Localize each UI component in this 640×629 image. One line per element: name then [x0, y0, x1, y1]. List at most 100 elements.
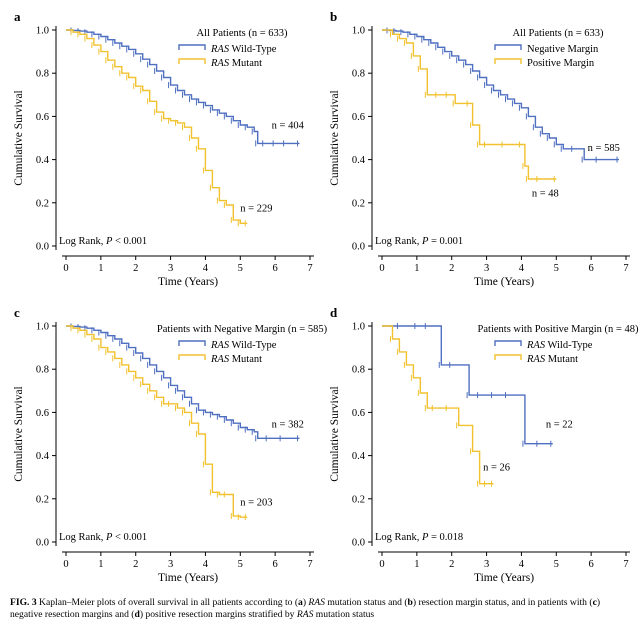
x-tick-label: 0 [63, 263, 68, 274]
y-tick-label: 0.4 [352, 155, 366, 166]
km-figure: 0.0 0.2 0.4 0.6 0.8 1.0 0 1 2 3 4 5 6 7 Time (Years) Cu… [13, 9, 639, 584]
y-tick-label: 0.0 [352, 242, 365, 253]
x-tick-label: 4 [203, 263, 209, 274]
y-tick-label: 1.0 [352, 322, 365, 333]
legend-swatch [178, 44, 206, 50]
survival-curve-mutant [382, 325, 494, 485]
x-tick-label: 6 [273, 559, 278, 570]
x-axis-label: Time (Years) [474, 572, 534, 584]
x-tick-label: 2 [133, 559, 138, 570]
survival-curve-wild-type [66, 29, 300, 145]
legend-label-italic: RAS [210, 58, 230, 69]
legend-swatch [178, 340, 206, 346]
chart-panel-d: 0.0 0.2 0.4 0.6 0.8 1.0 0 1 2 3 4 5 6 7 Time (Years) Cu… [329, 305, 639, 584]
x-tick-label: 4 [519, 263, 525, 274]
y-tick-label: 0.0 [352, 538, 365, 549]
legend-label-italic: RAS [210, 340, 230, 351]
panel-letter: b [330, 9, 337, 24]
log-rank-text: Log Rank, P < 0.001 [59, 532, 147, 543]
legend-label-text: Wild-Type [229, 340, 277, 351]
caption-text: Kaplan–Meier plots of overall survival i… [10, 597, 600, 620]
y-tick-label: 0.6 [352, 408, 365, 419]
x-tick-label: 4 [203, 559, 209, 570]
chart-panel-a: 0.0 0.2 0.4 0.6 0.8 1.0 0 1 2 3 4 5 6 7 Time (Years) Cu… [13, 9, 314, 288]
y-tick-label: 0.2 [352, 198, 365, 209]
y-tick-label: 0.6 [352, 112, 365, 123]
y-tick-label: 0.4 [36, 155, 50, 166]
y-tick-label: 0.0 [36, 538, 49, 549]
legend-title: Patients with Positive Margin (n = 48) [478, 324, 639, 335]
log-rank-part: P [105, 236, 113, 247]
x-tick-label: 0 [379, 263, 384, 274]
legend-swatch [178, 354, 206, 360]
legend-label-text: Mutant [229, 354, 262, 365]
survival-curve-mutant [66, 29, 248, 224]
x-tick-label: 1 [98, 559, 103, 570]
x-tick-label: 2 [449, 559, 454, 570]
y-tick-label: 0.4 [352, 451, 366, 462]
x-axis-label: Time (Years) [474, 276, 534, 288]
legend-swatch [494, 58, 522, 64]
log-rank-part: P [105, 532, 113, 543]
log-rank-part: < 0.001 [112, 236, 147, 247]
legend-label-text: Wild-Type [229, 44, 277, 55]
legend-title: All Patients (n = 633) [196, 28, 288, 39]
y-tick-label: 0.6 [36, 408, 49, 419]
figure-caption: FIG. 3 Kaplan–Meier plots of overall sur… [10, 597, 634, 622]
x-tick-label: 1 [414, 263, 419, 274]
panel-letter: c [14, 305, 20, 320]
panel-letter: d [330, 305, 338, 320]
n-at-risk-label: n = 203 [240, 497, 272, 508]
legend-label-italic: RAS [210, 44, 230, 55]
x-tick-label: 7 [307, 559, 312, 570]
legend-label-italic: RAS [526, 340, 546, 351]
log-rank-part: P [421, 532, 429, 543]
legend-label: RAS Mutant [210, 58, 262, 69]
x-tick-label: 1 [98, 263, 103, 274]
y-axis-label: Cumulative Survival [13, 90, 25, 186]
x-tick-label: 3 [168, 263, 173, 274]
y-tick-label: 0.2 [36, 494, 49, 505]
legend-label: RAS Mutant [210, 354, 262, 365]
caption-part: a [298, 597, 303, 608]
legend-label: RAS Wild-Type [210, 340, 277, 351]
legend-swatch [178, 58, 206, 64]
y-tick-label: 0.0 [36, 242, 49, 253]
log-rank-part: < 0.001 [112, 532, 147, 543]
y-tick-label: 0.2 [352, 494, 365, 505]
x-tick-label: 6 [589, 559, 594, 570]
n-at-risk-label: n = 229 [240, 203, 272, 214]
y-tick-label: 1.0 [36, 26, 49, 37]
x-tick-label: 2 [449, 263, 454, 274]
y-tick-label: 0.2 [36, 198, 49, 209]
survival-curve-mutant [382, 29, 557, 180]
caption-part: RAS [308, 597, 325, 608]
y-tick-label: 0.8 [36, 69, 49, 80]
x-tick-label: 2 [133, 263, 138, 274]
x-tick-label: 5 [238, 263, 243, 274]
caption-part: mutation status [313, 609, 375, 621]
legend-label-text: Negative Margin [527, 44, 599, 55]
log-rank-part: = 0.018 [428, 532, 463, 543]
caption-part: b [407, 597, 413, 608]
y-tick-label: 0.8 [36, 365, 49, 376]
x-tick-label: 3 [484, 559, 489, 570]
legend-label: RAS Wild-Type [526, 340, 593, 351]
x-tick-label: 7 [623, 263, 628, 274]
log-rank-part: Log Rank, [59, 532, 106, 543]
caption-part: Kaplan–Meier plots of overall survival i… [36, 597, 299, 608]
x-tick-label: 6 [273, 263, 278, 274]
x-axis-label: Time (Years) [158, 276, 218, 288]
n-at-risk-label: n = 585 [588, 143, 620, 154]
n-at-risk-label: n = 404 [272, 120, 305, 131]
y-tick-label: 0.4 [36, 451, 50, 462]
caption-part: c [592, 597, 597, 608]
survival-curve-wild-type [382, 29, 619, 161]
y-axis-label: Cumulative Survival [13, 386, 25, 482]
legend-label-text: Mutant [545, 354, 578, 365]
caption-part: ) resection margin status, and in patien… [412, 597, 593, 608]
log-rank-text: Log Rank, P = 0.001 [375, 236, 463, 247]
legend-swatch [494, 354, 522, 360]
x-tick-label: 3 [168, 559, 173, 570]
x-tick-label: 1 [414, 559, 419, 570]
